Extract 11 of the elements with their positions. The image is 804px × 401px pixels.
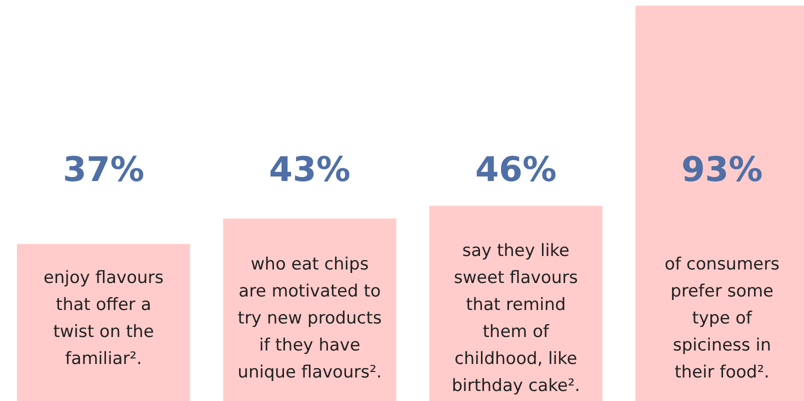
x-tick-label: of consumers prefer some type of spiciness in their food².: [664, 254, 780, 382]
data-label: 93%: [681, 150, 763, 190]
bar: [16, 244, 190, 401]
bar: [223, 218, 396, 401]
x-tick-label: enjoy flavours that offer a twist on the familiar².: [44, 268, 164, 369]
bar: [429, 206, 602, 401]
data-label: 43%: [269, 150, 350, 190]
x-tick-label: who eat chips are motivated to try new products if they have unique flavours².: [238, 254, 382, 382]
data-label: 37%: [62, 150, 144, 190]
x-tick-label: say they like sweet flavours that remind them of childhood, like birthday cake².: [452, 240, 580, 396]
data-label: 46%: [475, 150, 557, 190]
